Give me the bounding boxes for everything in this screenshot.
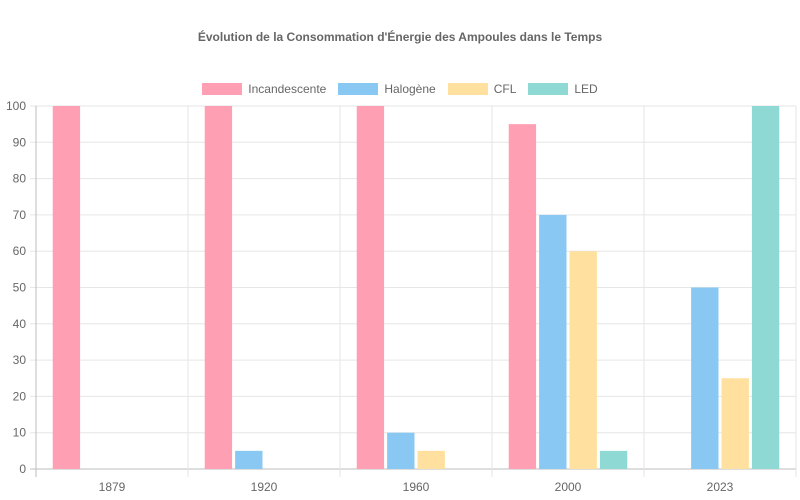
chart-title: Évolution de la Consommation d'Énergie d… xyxy=(197,30,603,44)
legend-swatch-cfl xyxy=(447,83,488,95)
legend: Incandescente Halogène CFL LED xyxy=(0,82,800,96)
x-tick-label: 1960 xyxy=(403,480,430,494)
bar-incandescente-2000 xyxy=(508,124,537,470)
y-tick-label: 10 xyxy=(13,426,27,440)
legend-item-incandescente[interactable]: Incandescente xyxy=(202,82,326,96)
bar-cfl-2000 xyxy=(569,251,597,469)
bar-cfl-1960 xyxy=(417,450,445,469)
x-tick-label: 1879 xyxy=(99,480,126,494)
bar-incandescente-1920 xyxy=(204,106,233,469)
legend-swatch-halogene xyxy=(338,83,379,95)
legend-label-cfl: CFL xyxy=(493,82,517,96)
x-tick-label: 1920 xyxy=(251,480,278,494)
y-tick-label: 80 xyxy=(13,172,27,186)
x-tick-label: 2000 xyxy=(555,480,582,494)
y-tick-label: 20 xyxy=(13,389,27,403)
y-tick-label: 100 xyxy=(6,99,26,113)
bar-cfl-2023 xyxy=(721,378,749,469)
bar-halogne-2000 xyxy=(539,214,567,469)
y-tick-label: 60 xyxy=(13,244,27,258)
bar-led-2000 xyxy=(599,450,628,469)
legend-swatch-led xyxy=(528,83,569,95)
legend-swatch-incandescente xyxy=(202,83,243,95)
legend-item-halogene[interactable]: Halogène xyxy=(338,82,436,96)
bar-halogne-2023 xyxy=(691,287,719,469)
bar-incandescente-1960 xyxy=(356,106,385,469)
bar-halogne-1920 xyxy=(235,450,263,469)
legend-item-cfl[interactable]: CFL xyxy=(447,82,517,96)
y-tick-label: 40 xyxy=(13,317,27,331)
bar-incandescente-1879 xyxy=(52,106,81,469)
legend-label-incandescente: Incandescente xyxy=(248,82,327,96)
bar-led-2023 xyxy=(751,106,780,469)
y-tick-label: 70 xyxy=(13,208,27,222)
legend-item-led[interactable]: LED xyxy=(528,82,598,96)
y-tick-label: 50 xyxy=(13,281,27,295)
y-tick-label: 0 xyxy=(19,462,26,476)
bar-halogne-1960 xyxy=(387,432,415,469)
legend-label-led: LED xyxy=(574,82,598,96)
y-tick-label: 90 xyxy=(13,135,27,149)
y-tick-label: 30 xyxy=(13,353,27,367)
x-tick-label: 2023 xyxy=(707,480,734,494)
legend-label-halogene: Halogène xyxy=(384,82,436,96)
